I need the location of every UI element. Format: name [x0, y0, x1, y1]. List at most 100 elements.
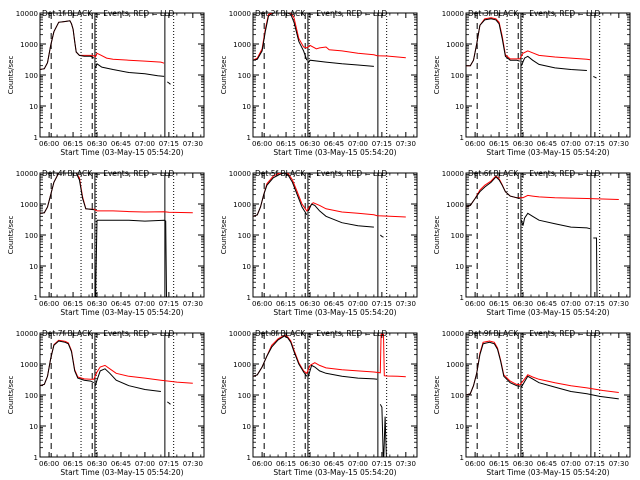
detector-panel: 1 10 100 1000 10000 06:00 06:15 06:30 06:45 07:00… — [220, 9, 418, 157]
x-tick-label: 07:30 — [396, 300, 416, 308]
panel-title: Det 8f BLACK = Events, RED = LLD — [255, 329, 388, 338]
y-tick-label: 1000 — [20, 361, 38, 369]
events-series-line — [307, 59, 374, 67]
y-tick-label: 10000 — [442, 170, 464, 178]
y-tick-label: 1 — [34, 294, 38, 302]
lld-series-line — [466, 17, 591, 67]
y-tick-label: 1 — [247, 134, 251, 142]
y-tick-label: 1000 — [233, 201, 251, 209]
x-axis-label: Start Time (03-May-15 05:54:20) — [486, 468, 609, 477]
x-axis-label: Start Time (03-May-15 05:54:20) — [486, 148, 609, 157]
events-series-line — [379, 404, 387, 457]
panel-title: Det 1f BLACK = Events, RED = LLD — [42, 9, 175, 18]
x-tick-label: 06:45 — [111, 300, 131, 308]
x-tick-label: 06:30 — [300, 140, 320, 148]
y-axis-label: Counts/sec — [220, 376, 228, 415]
x-tick-label: 07:15 — [159, 300, 179, 308]
events-series-line — [94, 63, 165, 77]
x-axis-label: Start Time (03-May-15 05:54:20) — [273, 148, 396, 157]
detector-panel: 1 10 100 1000 10000 06:00 06:15 06:30 06:45 07:00… — [433, 9, 631, 157]
plot-frame — [252, 172, 418, 298]
x-tick-label: 07:00 — [561, 460, 581, 468]
detector-panel: 1 10 100 1000 10000 06:00 06:15 06:30 06:45 07:00… — [220, 329, 418, 477]
y-tick-label: 1 — [460, 134, 464, 142]
y-tick-label: 10000 — [16, 330, 38, 338]
panel-title: Det 4f BLACK = Events, RED = LLD — [42, 169, 175, 178]
events-series-line — [253, 335, 308, 377]
events-series-line — [593, 237, 598, 297]
events-series-line — [40, 20, 95, 70]
events-series-line — [520, 375, 619, 400]
x-tick-label: 06:30 — [87, 460, 107, 468]
x-tick-label: 06:45 — [324, 140, 344, 148]
x-tick-label: 06:30 — [513, 140, 533, 148]
x-tick-label: 07:30 — [183, 140, 203, 148]
x-axis-label: Start Time (03-May-15 05:54:20) — [60, 148, 183, 157]
plot-frame — [252, 332, 418, 458]
x-tick-label: 06:15 — [276, 460, 296, 468]
plot-frame — [465, 172, 631, 298]
panel-title: Det 6f BLACK = Events, RED = LLD — [468, 169, 601, 178]
x-tick-label: 06:00 — [465, 300, 485, 308]
y-axis-label: Counts/sec — [220, 56, 228, 95]
x-tick-label: 07:00 — [135, 300, 155, 308]
panel-title: Det 5f BLACK = Events, RED = LLD — [255, 169, 388, 178]
y-tick-label: 1000 — [446, 201, 464, 209]
events-series-line — [520, 212, 591, 230]
x-tick-label: 07:30 — [609, 460, 629, 468]
y-tick-label: 100 — [451, 232, 464, 240]
y-tick-label: 100 — [238, 72, 251, 80]
x-axis-label: Start Time (03-May-15 05:54:20) — [273, 468, 396, 477]
x-tick-label: 06:45 — [324, 460, 344, 468]
panel-title: Det 2f BLACK = Events, RED = LLD — [255, 9, 388, 18]
detector-panel: 1 10 100 1000 10000 06:00 06:15 06:30 06:45 07:00… — [433, 169, 631, 317]
plot-frame — [39, 332, 205, 458]
y-axis-label: Counts/sec — [433, 376, 441, 415]
x-tick-label: 06:30 — [87, 300, 107, 308]
y-axis-label: Counts/sec — [7, 216, 15, 255]
events-series-line — [253, 13, 308, 61]
x-tick-label: 06:00 — [252, 300, 272, 308]
y-tick-label: 1000 — [20, 41, 38, 49]
y-tick-label: 100 — [25, 72, 38, 80]
y-tick-label: 1 — [34, 454, 38, 462]
x-tick-label: 06:00 — [39, 300, 59, 308]
lld-series-line — [253, 13, 406, 61]
x-tick-label: 06:15 — [489, 300, 509, 308]
x-tick-label: 07:15 — [159, 460, 179, 468]
y-tick-label: 10 — [29, 103, 38, 111]
events-series-line — [95, 219, 168, 297]
x-tick-label: 06:45 — [111, 140, 131, 148]
y-axis-label: Counts/sec — [7, 376, 15, 415]
y-tick-label: 100 — [451, 72, 464, 80]
x-tick-label: 06:30 — [300, 300, 320, 308]
x-tick-label: 07:15 — [585, 460, 605, 468]
x-tick-label: 07:00 — [561, 300, 581, 308]
x-tick-label: 07:00 — [135, 140, 155, 148]
panel-title: Det 9f BLACK = Events, RED = LLD — [468, 329, 601, 338]
y-tick-label: 10000 — [229, 330, 251, 338]
y-tick-label: 1000 — [233, 41, 251, 49]
events-series-line — [167, 401, 171, 405]
x-axis-label: Start Time (03-May-15 05:54:20) — [273, 308, 396, 317]
x-tick-label: 06:45 — [111, 460, 131, 468]
lld-series-line — [40, 173, 193, 214]
x-tick-label: 07:15 — [372, 140, 392, 148]
y-tick-label: 10 — [29, 423, 38, 431]
x-tick-label: 07:00 — [348, 300, 368, 308]
x-tick-label: 07:30 — [609, 300, 629, 308]
x-tick-label: 07:15 — [159, 140, 179, 148]
x-tick-label: 07:30 — [183, 300, 203, 308]
x-tick-label: 07:15 — [585, 140, 605, 148]
y-tick-label: 100 — [238, 392, 251, 400]
plot-frame — [39, 172, 205, 298]
events-series-line — [466, 176, 520, 208]
events-series-line — [253, 173, 308, 217]
x-tick-label: 06:00 — [39, 460, 59, 468]
y-tick-label: 10000 — [229, 10, 251, 18]
x-tick-label: 07:30 — [396, 140, 416, 148]
x-tick-label: 06:00 — [465, 460, 485, 468]
y-tick-label: 1000 — [20, 201, 38, 209]
lld-series-line — [466, 340, 619, 396]
